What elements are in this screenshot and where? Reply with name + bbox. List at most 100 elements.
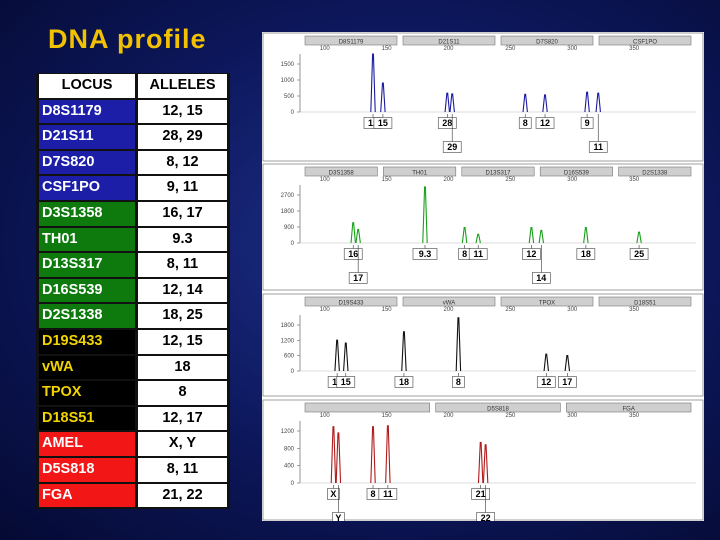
alleles-cell: 12, 15	[138, 330, 227, 354]
table-row: D5S818 8, 11	[36, 457, 230, 483]
y-tick-label: 900	[284, 225, 295, 231]
peak	[583, 226, 589, 244]
allele-label-box	[532, 272, 551, 284]
locus-bar	[304, 35, 398, 46]
locus-bar	[304, 402, 430, 413]
y-tick-label: 1800	[281, 323, 295, 329]
allele-label: 29	[447, 142, 457, 152]
alleles-cell: 12, 15	[138, 99, 227, 124]
table-row: D8S1179 12, 15	[36, 99, 230, 125]
locus-bar-label: D3S1358	[329, 171, 355, 177]
alleles-cell: 21, 22	[138, 483, 227, 508]
x-tick-label: 350	[629, 46, 640, 52]
allele-label-box	[557, 376, 577, 388]
y-tick-label: 500	[284, 94, 295, 100]
locus-cell: D5S818	[39, 458, 135, 482]
locus-bar-label: D18S51	[634, 301, 656, 307]
alleles-cell: 8, 11	[138, 253, 227, 277]
x-tick-label: 350	[629, 413, 640, 419]
allele-label-box	[348, 272, 368, 284]
table-row: D21S11 28, 29	[36, 124, 230, 150]
peak	[335, 432, 342, 484]
y-tick-label: 0	[291, 110, 295, 116]
locus-bar	[539, 166, 613, 177]
locus-bar-label: D19S433	[338, 301, 364, 307]
allele-label-box	[452, 376, 465, 388]
locus-cell: AMEL	[39, 432, 135, 456]
table-row: D16S539 12, 14	[36, 278, 230, 304]
peak	[350, 222, 356, 244]
x-tick-label: 250	[505, 177, 516, 183]
allele-label: 18	[399, 377, 409, 387]
locus-bar-label: TH01	[412, 171, 427, 177]
locus-cell: D21S11	[39, 125, 135, 149]
table-row: CSF1PO 9, 11	[36, 175, 230, 201]
locus-bar	[618, 166, 692, 177]
allele-label-box	[588, 141, 608, 153]
x-tick-label: 100	[320, 413, 331, 419]
locus-bar	[500, 296, 594, 307]
peak	[482, 444, 489, 484]
allele-label: 18	[581, 249, 591, 259]
peak	[543, 353, 550, 372]
peak	[370, 53, 376, 113]
x-tick-label: 300	[567, 177, 578, 183]
locus-bar-label: D2S1338	[642, 171, 668, 177]
locus-bar	[402, 296, 496, 307]
locus-bar	[304, 166, 378, 177]
table-row: D13S317 8, 11	[36, 252, 230, 278]
y-tick-label: 0	[291, 481, 295, 487]
allele-label-box	[343, 248, 363, 260]
locus-bar-label: D13S317	[485, 171, 511, 177]
table-row: D7S820 8, 12	[36, 150, 230, 176]
table-row: AMEL X, Y	[36, 431, 230, 457]
peak	[370, 426, 376, 484]
peak	[461, 226, 468, 244]
peak	[444, 92, 451, 113]
allele-label-box	[535, 117, 555, 129]
locus-bar-label: CSF1PO	[633, 40, 657, 46]
allele-label: 17	[562, 377, 572, 387]
allele-label-box	[518, 117, 532, 129]
locus-cell: D3S1358	[39, 202, 135, 226]
allele-label: 12	[368, 118, 378, 128]
allele-label-box	[378, 488, 398, 500]
locus-bar	[304, 296, 398, 307]
locus-bar-label: D5S818	[487, 407, 509, 413]
x-tick-label: 100	[320, 177, 331, 183]
allele-label: 22	[481, 513, 491, 521]
allele-label-box	[394, 376, 414, 388]
table-row: D18S51 12, 17	[36, 406, 230, 432]
x-tick-label: 350	[629, 307, 640, 313]
allele-label: 25	[634, 249, 644, 259]
allele-label-box	[468, 248, 488, 260]
y-tick-label: 1800	[281, 209, 295, 215]
locus-bar-label: FGA	[622, 407, 634, 413]
peak	[528, 226, 535, 244]
peak	[595, 92, 601, 113]
allele-label-box	[327, 488, 340, 500]
allele-label: 16	[348, 249, 358, 259]
peak	[330, 426, 337, 484]
allele-label: 11	[593, 142, 603, 152]
y-tick-label: 1200	[281, 429, 295, 435]
x-tick-label: 250	[505, 413, 516, 419]
x-tick-label: 150	[382, 413, 393, 419]
peak	[522, 93, 528, 113]
peak	[584, 91, 590, 113]
panel-frame	[262, 163, 704, 291]
peak	[401, 331, 407, 372]
x-tick-label: 300	[567, 413, 578, 419]
x-tick-label: 100	[320, 307, 331, 313]
locus-bar	[598, 35, 692, 46]
locus-cell: FGA	[39, 483, 135, 508]
peak	[449, 93, 455, 113]
y-tick-label: 2700	[281, 193, 295, 199]
allele-label: 21	[476, 489, 486, 499]
locus-cell: D16S539	[39, 278, 135, 303]
allele-label-box	[576, 248, 596, 260]
allele-label: 12	[526, 249, 536, 259]
allele-label-box	[536, 376, 556, 388]
peak	[355, 228, 361, 244]
